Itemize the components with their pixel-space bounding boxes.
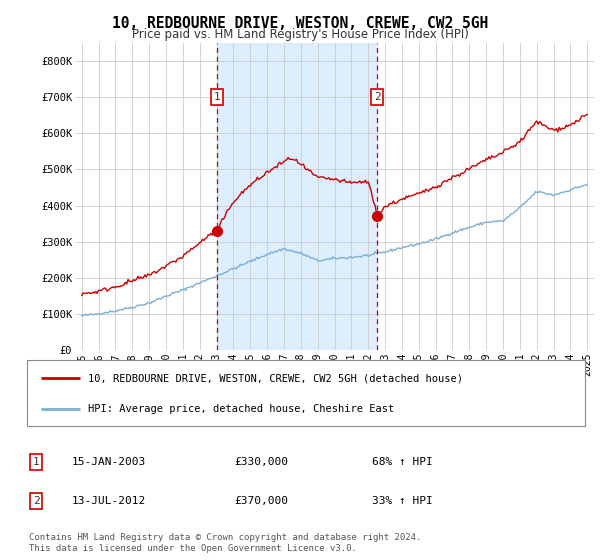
Text: HPI: Average price, detached house, Cheshire East: HPI: Average price, detached house, Ches… xyxy=(88,404,395,414)
Text: 2: 2 xyxy=(374,92,380,102)
Text: 1: 1 xyxy=(32,457,40,467)
Text: 10, REDBOURNE DRIVE, WESTON, CREWE, CW2 5GH (detached house): 10, REDBOURNE DRIVE, WESTON, CREWE, CW2 … xyxy=(88,373,463,383)
Text: Price paid vs. HM Land Registry's House Price Index (HPI): Price paid vs. HM Land Registry's House … xyxy=(131,28,469,41)
Text: 33% ↑ HPI: 33% ↑ HPI xyxy=(372,496,433,506)
Text: Contains HM Land Registry data © Crown copyright and database right 2024.
This d: Contains HM Land Registry data © Crown c… xyxy=(29,533,421,553)
Text: 13-JUL-2012: 13-JUL-2012 xyxy=(72,496,146,506)
Text: 15-JAN-2003: 15-JAN-2003 xyxy=(72,457,146,467)
Text: 1: 1 xyxy=(214,92,221,102)
Text: 68% ↑ HPI: 68% ↑ HPI xyxy=(372,457,433,467)
Text: £370,000: £370,000 xyxy=(234,496,288,506)
Text: 10, REDBOURNE DRIVE, WESTON, CREWE, CW2 5GH: 10, REDBOURNE DRIVE, WESTON, CREWE, CW2 … xyxy=(112,16,488,31)
Text: £330,000: £330,000 xyxy=(234,457,288,467)
Text: 2: 2 xyxy=(32,496,40,506)
Bar xyxy=(217,43,377,350)
FancyBboxPatch shape xyxy=(27,360,585,426)
